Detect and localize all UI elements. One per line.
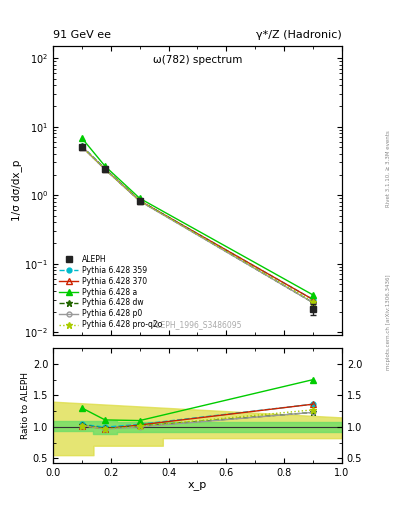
Text: ω(782) spectrum: ω(782) spectrum — [153, 55, 242, 65]
Y-axis label: 1/σ dσ/dx_p: 1/σ dσ/dx_p — [11, 160, 22, 221]
Text: mcplots.cern.ch [arXiv:1306.3436]: mcplots.cern.ch [arXiv:1306.3436] — [386, 275, 391, 370]
Legend: ALEPH, Pythia 6.428 359, Pythia 6.428 370, Pythia 6.428 a, Pythia 6.428 dw, Pyth: ALEPH, Pythia 6.428 359, Pythia 6.428 37… — [57, 252, 165, 332]
Text: γ*/Z (Hadronic): γ*/Z (Hadronic) — [256, 30, 342, 40]
Y-axis label: Ratio to ALEPH: Ratio to ALEPH — [21, 372, 30, 439]
Text: Rivet 3.1.10, ≥ 3.3M events: Rivet 3.1.10, ≥ 3.3M events — [386, 131, 391, 207]
X-axis label: x_p: x_p — [188, 480, 207, 489]
Text: 91 GeV ee: 91 GeV ee — [53, 30, 111, 40]
Text: ALEPH_1996_S3486095: ALEPH_1996_S3486095 — [152, 321, 243, 330]
